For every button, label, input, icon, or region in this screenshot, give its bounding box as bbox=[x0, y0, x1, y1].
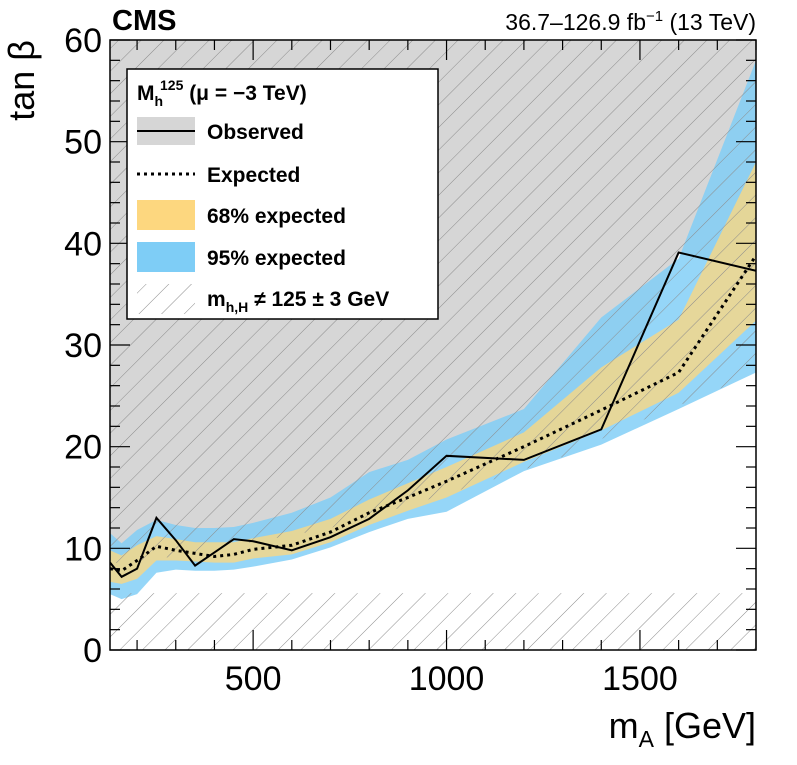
axis-ticks: 0 10 20 30 40 50 60 500 1000 1500 bbox=[64, 22, 757, 698]
y-tick-label: 20 bbox=[64, 429, 102, 467]
expected-line bbox=[110, 254, 756, 573]
hatched-region-lower bbox=[110, 593, 756, 650]
legend-95-swatch bbox=[137, 242, 195, 272]
y-tick-label: 60 bbox=[64, 22, 102, 60]
x-tick-label: 500 bbox=[225, 660, 282, 698]
legend-hatch-symbol: m bbox=[207, 288, 226, 311]
legend-95-label: 95% expected bbox=[207, 247, 346, 270]
x-tick-label: 1500 bbox=[602, 660, 678, 698]
y-tick-label: 40 bbox=[64, 225, 102, 263]
x-axis-title: mA [GeV] bbox=[609, 705, 756, 752]
legend-hatch-label: mh,H ≠ 125 ± 3 GeV bbox=[207, 288, 389, 315]
legend-title-superscript: 125 bbox=[160, 77, 184, 93]
legend-title-rest: (μ = −3 TeV) bbox=[183, 82, 306, 105]
y-tick-label: 30 bbox=[64, 327, 102, 365]
legend-hatch-swatch bbox=[137, 284, 195, 314]
legend: Mh125 (μ = −3 TeV) Observed Expected 68%… bbox=[126, 68, 439, 320]
legend-68-swatch bbox=[137, 200, 195, 230]
legend-box bbox=[126, 68, 439, 320]
lumi-label: 36.7–126.9 fb−1 (13 TeV) bbox=[505, 8, 756, 35]
y-axis-title: tan β bbox=[1, 40, 42, 121]
x-tick-label: 1000 bbox=[409, 660, 485, 698]
legend-observed-label: Observed bbox=[207, 121, 304, 144]
legend-title-symbol: M bbox=[137, 82, 155, 105]
legend-expected-label: Expected bbox=[207, 164, 300, 187]
y-tick-label: 50 bbox=[64, 124, 102, 162]
legend-title-subscript: h bbox=[155, 93, 164, 109]
lumi-exponent: −1 bbox=[646, 8, 663, 25]
observed-line bbox=[110, 251, 756, 579]
x-axis-unit: [GeV] bbox=[654, 705, 756, 746]
legend-hatch-subscript: h,H bbox=[226, 299, 249, 315]
x-axis-subscript: A bbox=[639, 726, 655, 752]
legend-title: Mh125 (μ = −3 TeV) bbox=[137, 77, 307, 109]
energy-label: (13 TeV) bbox=[663, 9, 756, 35]
x-axis-symbol: m bbox=[609, 705, 639, 746]
y-tick-label: 10 bbox=[64, 530, 102, 568]
y-tick-label: 0 bbox=[83, 632, 102, 670]
legend-68-label: 68% expected bbox=[207, 205, 346, 228]
lumi-value: 36.7–126.9 fb bbox=[505, 9, 646, 35]
legend-hatch-rest: ≠ 125 ± 3 GeV bbox=[248, 288, 389, 311]
cms-label: CMS bbox=[112, 5, 176, 37]
